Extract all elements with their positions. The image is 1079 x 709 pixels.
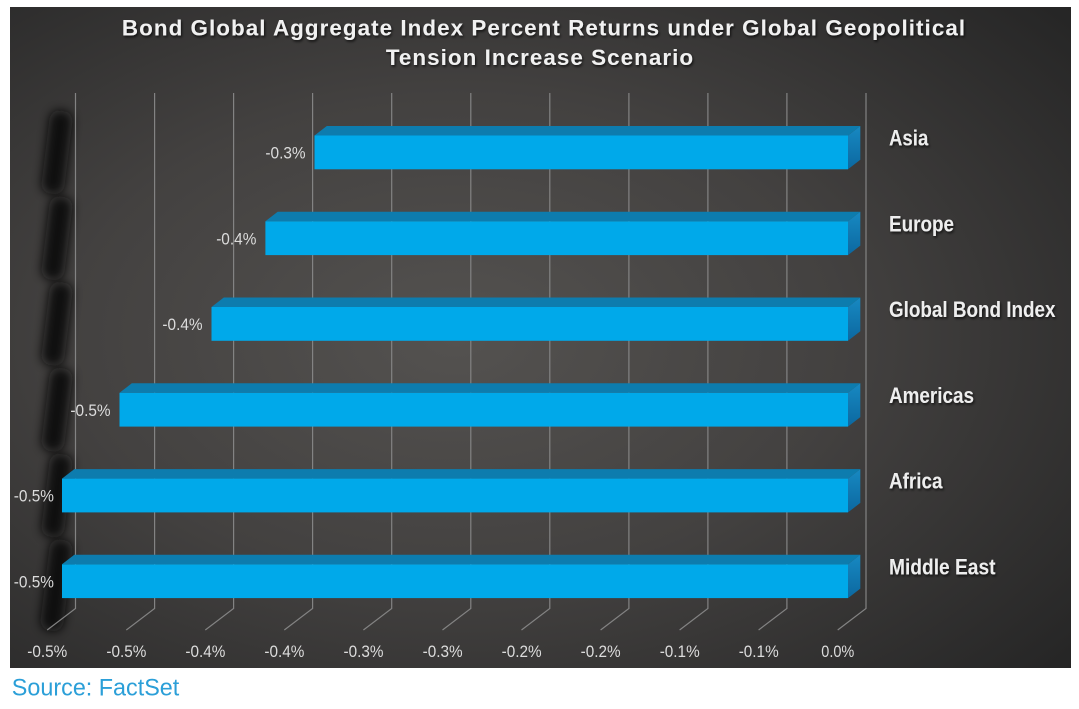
svg-text:-0.5%: -0.5% [106,643,146,661]
svg-text:-0.4%: -0.4% [162,316,202,334]
svg-text:Source: FactSet: Source: FactSet [12,675,180,702]
svg-text:Global Bond Index: Global Bond Index [889,297,1056,322]
svg-text:-0.3%: -0.3% [265,145,305,163]
svg-text:0.0%: 0.0% [821,643,854,661]
svg-text:-0.2%: -0.2% [502,643,542,661]
svg-text:-0.2%: -0.2% [581,643,621,661]
svg-text:Asia: Asia [889,126,929,151]
svg-text:-0.5%: -0.5% [27,643,67,661]
svg-text:-0.3%: -0.3% [344,643,384,661]
svg-text:-0.4%: -0.4% [264,643,304,661]
svg-text:-0.3%: -0.3% [423,643,463,661]
svg-text:Middle East: Middle East [889,554,996,579]
svg-text:Bond Global Aggregate Index Pe: Bond Global Aggregate Index Percent Retu… [122,16,966,41]
svg-text:-0.5%: -0.5% [14,488,54,506]
svg-text:-0.4%: -0.4% [216,230,256,248]
svg-text:-0.5%: -0.5% [14,573,54,591]
svg-text:Africa: Africa [889,469,943,494]
svg-text:-0.1%: -0.1% [660,643,700,661]
svg-text:-0.4%: -0.4% [185,643,225,661]
svg-text:-0.1%: -0.1% [739,643,779,661]
svg-text:Europe: Europe [889,211,954,236]
svg-text:Americas: Americas [889,383,974,408]
svg-text:Tension Increase Scenario: Tension Increase Scenario [386,45,694,70]
svg-text:-0.5%: -0.5% [70,402,110,420]
